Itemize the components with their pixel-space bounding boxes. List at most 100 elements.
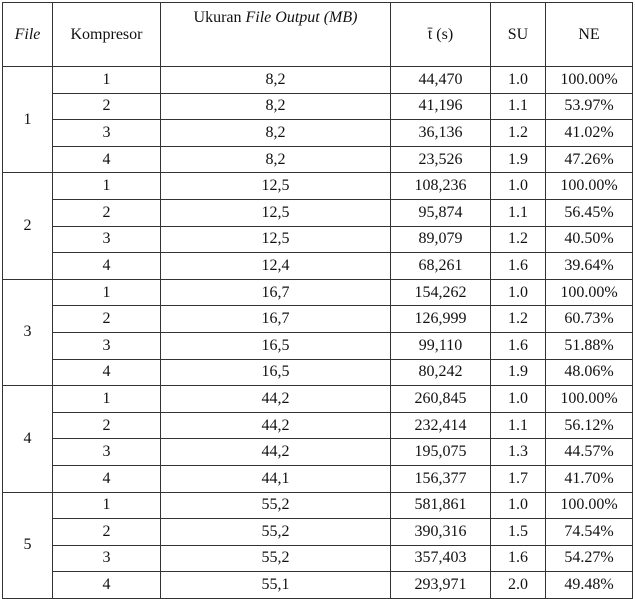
table-cell: 100.00% [545, 66, 633, 94]
table-cell: 390,316 [390, 518, 491, 546]
table-cell: 80,242 [390, 358, 491, 387]
table-row: 3 8,2 36,136 1.2 41.02% [3, 119, 633, 147]
table-cell: 100.00% [545, 491, 633, 520]
table-cell: 44.57% [545, 438, 633, 466]
table-cell: 55,2 [160, 544, 391, 573]
table-row: 4 1 44,2 260,845 1.0 100.00% [2, 385, 633, 493]
table-cell: 1.0 [490, 66, 546, 94]
table-cell: 23,526 [390, 145, 491, 174]
table-cell: 4 [52, 252, 161, 280]
table-cell: 156,377 [390, 464, 491, 493]
table-row: 3 44,2 195,075 1.3 44.57% [3, 438, 633, 466]
table-cell: 44,2 [160, 411, 391, 440]
table-row: 3 1 16,7 154,262 1.0 100.00% [2, 278, 633, 387]
table-cell: 1.0 [490, 278, 546, 307]
header-cell: t̄ (s) [390, 2, 491, 67]
table-cell: 40.50% [545, 225, 633, 254]
table-cell: 56.12% [545, 411, 633, 440]
table-row: 3 55,2 357,403 1.6 54.27% [3, 544, 633, 573]
header-cell: File [2, 2, 53, 67]
header-cell: Ukuran File Output (MB) [160, 2, 391, 67]
table-cell: 581,861 [390, 491, 491, 520]
table-cell: 2 [52, 92, 161, 121]
table-row: 3 16,5 99,110 1.6 51.88% [3, 331, 633, 360]
table-cell: 55,2 [160, 491, 391, 520]
table-cell: 108,236 [390, 172, 491, 200]
table-cell: 12,5 [160, 198, 391, 227]
table-row: 2 55,2 390,316 1.5 74.54% [3, 518, 633, 546]
table-cell: 3 [52, 331, 161, 360]
table-cell: 1.0 [490, 172, 546, 200]
table-cell: 41,196 [390, 92, 491, 121]
table-cell: 16,7 [160, 278, 391, 307]
header-row: File Kompresor Ukuran File Output (MB) t… [2, 2, 633, 67]
table-cell: 16,5 [160, 358, 391, 387]
table-cell: 154,262 [390, 278, 491, 307]
table-cell: 1.1 [490, 92, 546, 121]
table-row: 4 55,1 293,971 2.0 49.48% [3, 571, 633, 599]
table-cell: 1 [52, 385, 161, 413]
table-cell: 55,2 [160, 518, 391, 546]
table-cell: 260,845 [390, 385, 491, 413]
table-row: 4 44,1 156,377 1.7 41.70% [3, 464, 633, 493]
table-cell: 8,2 [160, 92, 391, 121]
table-cell: 1.6 [490, 252, 546, 280]
table-cell: 1.1 [490, 198, 546, 227]
table-row: 4 12,4 68,261 1.6 39.64% [3, 252, 633, 280]
table-cell: 1.2 [490, 119, 546, 147]
table-cell: 53.97% [545, 92, 633, 121]
file-cell: 1 [2, 65, 53, 174]
table-cell: 1 [52, 278, 161, 307]
table-cell: 293,971 [390, 571, 491, 599]
table-cell: 1.0 [490, 385, 546, 413]
table-cell: 12,4 [160, 252, 391, 280]
table-row: 2 44,2 232,414 1.1 56.12% [3, 411, 633, 440]
table-cell: 3 [52, 544, 161, 573]
table-cell: 49.48% [545, 571, 633, 599]
table-cell: 1.0 [490, 491, 546, 520]
table-cell: 1 [52, 491, 161, 520]
table-cell: 3 [52, 119, 161, 147]
table-cell: 44,470 [390, 66, 491, 94]
table-cell: 1.2 [490, 305, 546, 333]
table-cell: 99,110 [390, 331, 491, 360]
table-cell: 357,403 [390, 544, 491, 573]
table-cell: 95,874 [390, 198, 491, 227]
header-cell: SU [490, 2, 546, 67]
table-cell: 2 [52, 518, 161, 546]
table-cell: 60.73% [545, 305, 633, 333]
table-row: 2 8,2 41,196 1.1 53.97% [3, 92, 633, 121]
table-row: 1 1 8,2 44,470 1.0 100.00% [2, 65, 633, 174]
table-cell: 39.64% [545, 252, 633, 280]
table-cell: 4 [52, 358, 161, 387]
table-cell: 2.0 [490, 571, 546, 599]
table-cell: 1.3 [490, 438, 546, 466]
table-cell: 2 [52, 305, 161, 333]
table-cell: 1.5 [490, 518, 546, 546]
header-text: Ukuran [193, 9, 242, 26]
table-row: 2 16,7 126,999 1.2 60.73% [3, 305, 633, 333]
table-body: 1 1 8,2 44,470 1.0 100.00% 2 8,2 41,196 1.1 53.97%… [2, 65, 633, 599]
table-cell: 44,1 [160, 464, 391, 493]
table-cell: 89,079 [390, 225, 491, 254]
table-cell: 3 [52, 438, 161, 466]
table-cell: 1.7 [490, 464, 546, 493]
table-cell: 1 [52, 172, 161, 200]
table-cell: 4 [52, 464, 161, 493]
table-cell: 55,1 [160, 571, 391, 599]
table-cell: 1.2 [490, 225, 546, 254]
table-cell: 2 [52, 411, 161, 440]
table-cell: 100.00% [545, 278, 633, 307]
table-row: 3 12,5 89,079 1.2 40.50% [3, 225, 633, 254]
table-row: 2 1 12,5 108,236 1.0 100.00% [2, 172, 633, 280]
table-cell: 195,075 [390, 438, 491, 466]
table-row: 2 12,5 95,874 1.1 56.45% [3, 198, 633, 227]
header-text: File Output (MB) [245, 9, 358, 26]
table-cell: 126,999 [390, 305, 491, 333]
table-cell: 1.9 [490, 145, 546, 174]
table-cell: 47.26% [545, 145, 633, 174]
table-cell: 56.45% [545, 198, 633, 227]
header-cell: NE [545, 2, 633, 67]
